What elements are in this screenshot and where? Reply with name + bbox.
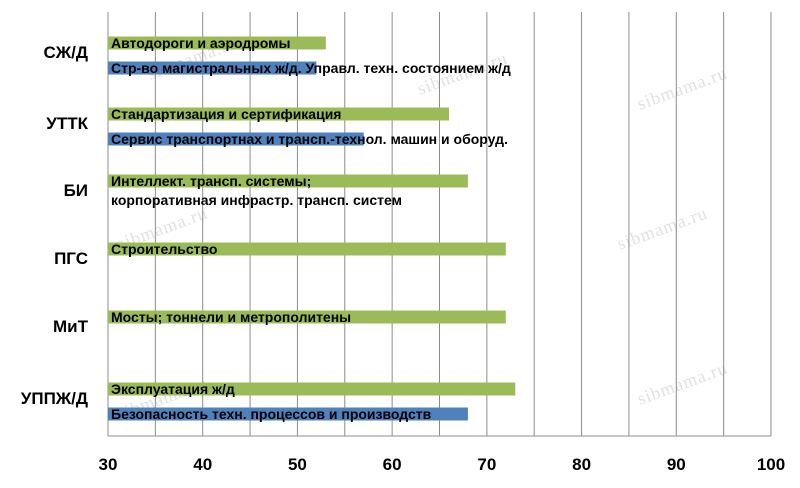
category-label: БИ (64, 181, 88, 200)
bar (108, 61, 317, 75)
category-label: УППЖ/Д (21, 389, 88, 408)
bar-labels: Автодороги и аэродромы Стр-во магистральн… (111, 35, 511, 422)
bar-label: Автодороги и аэродромы (111, 35, 291, 51)
x-tick-label: 70 (477, 455, 496, 474)
bar (108, 107, 449, 121)
category-label: УТТК (46, 114, 88, 133)
bar-label: Безопасность техн. процессов и производс… (111, 406, 432, 422)
bar (108, 242, 506, 256)
bar-label: Стр-во магистральных ж/д. Управл. техн. … (111, 60, 511, 76)
category-label: ПГС (54, 249, 88, 268)
grid-lines (107, 12, 772, 437)
category-labels: СЖ/Д УТТК БИ ПГС МиТ УППЖ/Д (21, 43, 89, 408)
bar (108, 382, 516, 396)
bar (108, 407, 468, 421)
category-label: МиТ (53, 317, 89, 336)
bar-label: Эксплуатация ж/д (111, 381, 235, 397)
x-tick-label: 40 (193, 455, 212, 474)
bar-label: Сервис транспортнах и трансп.-технол. ма… (111, 131, 508, 147)
bar (108, 174, 468, 188)
x-tick-label: 90 (667, 455, 686, 474)
x-tick-label: 50 (288, 455, 307, 474)
bar (108, 310, 506, 324)
x-tick-label: 60 (383, 455, 402, 474)
x-tick-label: 30 (99, 455, 118, 474)
bar-label: Интеллект. трансп. системы; (111, 173, 311, 189)
watermark-layer: sibmama.ru sibmama.ru sibmama.rusibmama.ru… (115, 33, 731, 424)
bar-label: Стандартизация и сертификация (111, 106, 341, 122)
x-tick-label: 100 (757, 455, 785, 474)
bar (108, 36, 326, 50)
bar-label: Строительство (111, 241, 217, 257)
bar-label-line2: корпоративная инфрастр. трансп. систем (111, 192, 402, 208)
watermark-text: sibmama.ru (635, 63, 731, 114)
x-tick-label: 80 (572, 455, 591, 474)
bars (108, 36, 516, 421)
x-tick-labels: 30 40 50 60 70 80 90 100 (99, 455, 786, 474)
bar-label: Мосты; тоннели и метрополитены (111, 309, 351, 325)
watermark-text: sibmama.ru (635, 358, 731, 409)
category-label: СЖ/Д (44, 43, 88, 62)
bar (108, 132, 364, 146)
